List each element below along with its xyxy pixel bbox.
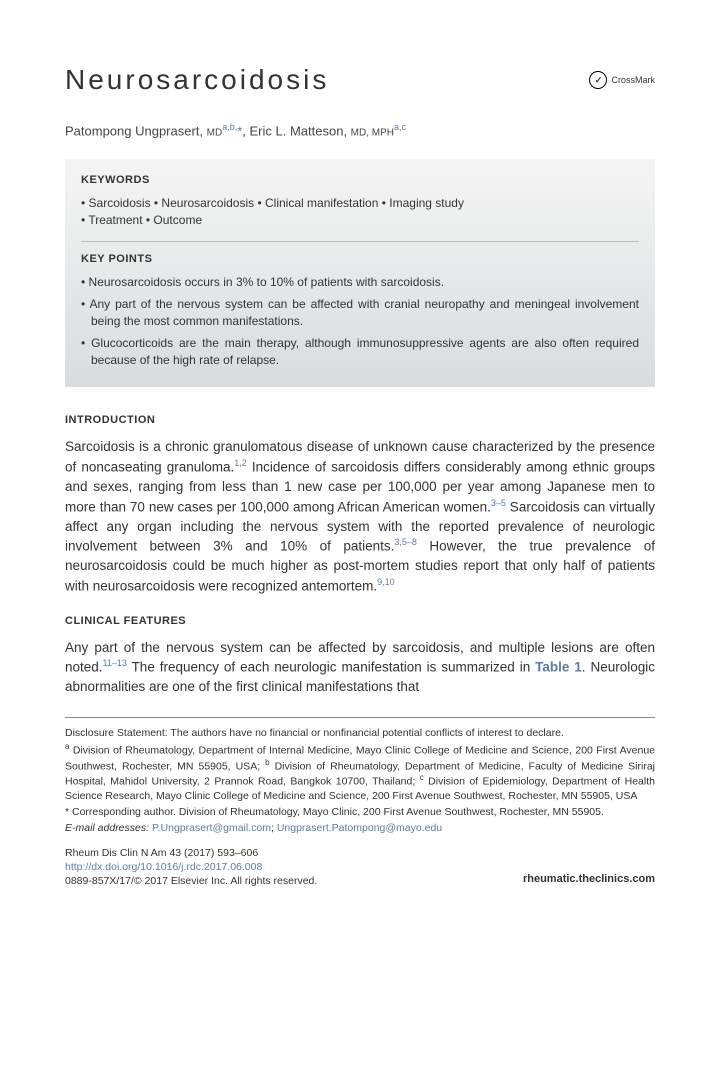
author-line: Patompong Ungprasert, MDa,b,*, Eric L. M… — [65, 121, 655, 141]
disclosure-statement: Disclosure Statement: The authors have n… — [65, 726, 655, 740]
doi-link[interactable]: http://dx.doi.org/10.1016/j.rdc.2017.06.… — [65, 861, 262, 873]
crossmark-icon: ✓ — [589, 71, 607, 89]
keypoint-item: Glucocorticoids are the main therapy, al… — [81, 335, 639, 370]
keypoint-item: Any part of the nervous system can be af… — [81, 296, 639, 331]
keypoints-heading: KEY POINTS — [81, 252, 639, 268]
citation-ref[interactable]: 9,10 — [377, 577, 395, 587]
affiliations: a Division of Rheumatology, Department o… — [65, 742, 655, 803]
clinical-text: The frequency of each neurologic manifes… — [127, 660, 535, 675]
email-link-2[interactable]: Ungprasert.Patompong@mayo.edu — [277, 822, 442, 834]
citation-ref[interactable]: 11–13 — [103, 658, 127, 668]
meta-left: Rheum Dis Clin N Am 43 (2017) 593–606 ht… — [65, 846, 317, 889]
author-1-affiliation[interactable]: a,b, — [222, 122, 237, 132]
section-heading-clinical: CLINICAL FEATURES — [65, 614, 655, 630]
email-label: E-mail addresses: — [65, 822, 152, 834]
author-1-name: Patompong Ungprasert, — [65, 123, 207, 138]
footnotes-block: Disclosure Statement: The authors have n… — [65, 726, 655, 836]
clinical-paragraph: Any part of the nervous system can be af… — [65, 638, 655, 697]
crossmark-label: CrossMark — [611, 74, 655, 87]
citation-ref[interactable]: 3–5 — [491, 498, 506, 508]
keypoint-item: Neurosarcoidosis occurs in 3% to 10% of … — [81, 274, 639, 291]
email-link-1[interactable]: P.Ungprasert@gmail.com — [152, 822, 271, 834]
keywords-line-1: • Sarcoidosis • Neurosarcoidosis • Clini… — [81, 195, 639, 212]
title-row: Neurosarcoidosis ✓ CrossMark — [65, 60, 655, 101]
box-divider — [81, 241, 639, 242]
citation-line: Rheum Dis Clin N Am 43 (2017) 593–606 — [65, 846, 317, 860]
copyright-line: 0889-857X/17/© 2017 Elsevier Inc. All ri… — [65, 874, 317, 888]
citation-ref[interactable]: 3,5–8 — [394, 537, 417, 547]
author-1-degree: MD — [207, 127, 223, 138]
journal-site[interactable]: rheumatic.theclinics.com — [523, 872, 655, 888]
author-2-degree: MD, MPH — [351, 127, 394, 138]
meta-row: Rheum Dis Clin N Am 43 (2017) 593–606 ht… — [65, 846, 655, 889]
author-2-affiliation[interactable]: a,c — [394, 122, 406, 132]
author-2-name: Eric L. Matteson, — [250, 123, 351, 138]
keywords-line-2: • Treatment • Outcome — [81, 212, 639, 229]
footer-divider — [65, 717, 655, 718]
keywords-keypoints-box: KEYWORDS • Sarcoidosis • Neurosarcoidosi… — [65, 159, 655, 388]
article-title: Neurosarcoidosis — [65, 60, 329, 101]
keywords-heading: KEYWORDS — [81, 173, 639, 189]
author-sep: , — [242, 123, 249, 138]
crossmark-badge[interactable]: ✓ CrossMark — [589, 71, 655, 89]
section-heading-introduction: INTRODUCTION — [65, 413, 655, 429]
introduction-paragraph: Sarcoidosis is a chronic granulomatous d… — [65, 437, 655, 596]
corresponding-author: * Corresponding author. Division of Rheu… — [65, 805, 655, 819]
citation-ref[interactable]: 1,2 — [234, 458, 247, 468]
keypoints-list: Neurosarcoidosis occurs in 3% to 10% of … — [81, 274, 639, 369]
email-line: E-mail addresses: P.Ungprasert@gmail.com… — [65, 821, 655, 835]
table-ref-link[interactable]: Table 1 — [535, 660, 582, 675]
